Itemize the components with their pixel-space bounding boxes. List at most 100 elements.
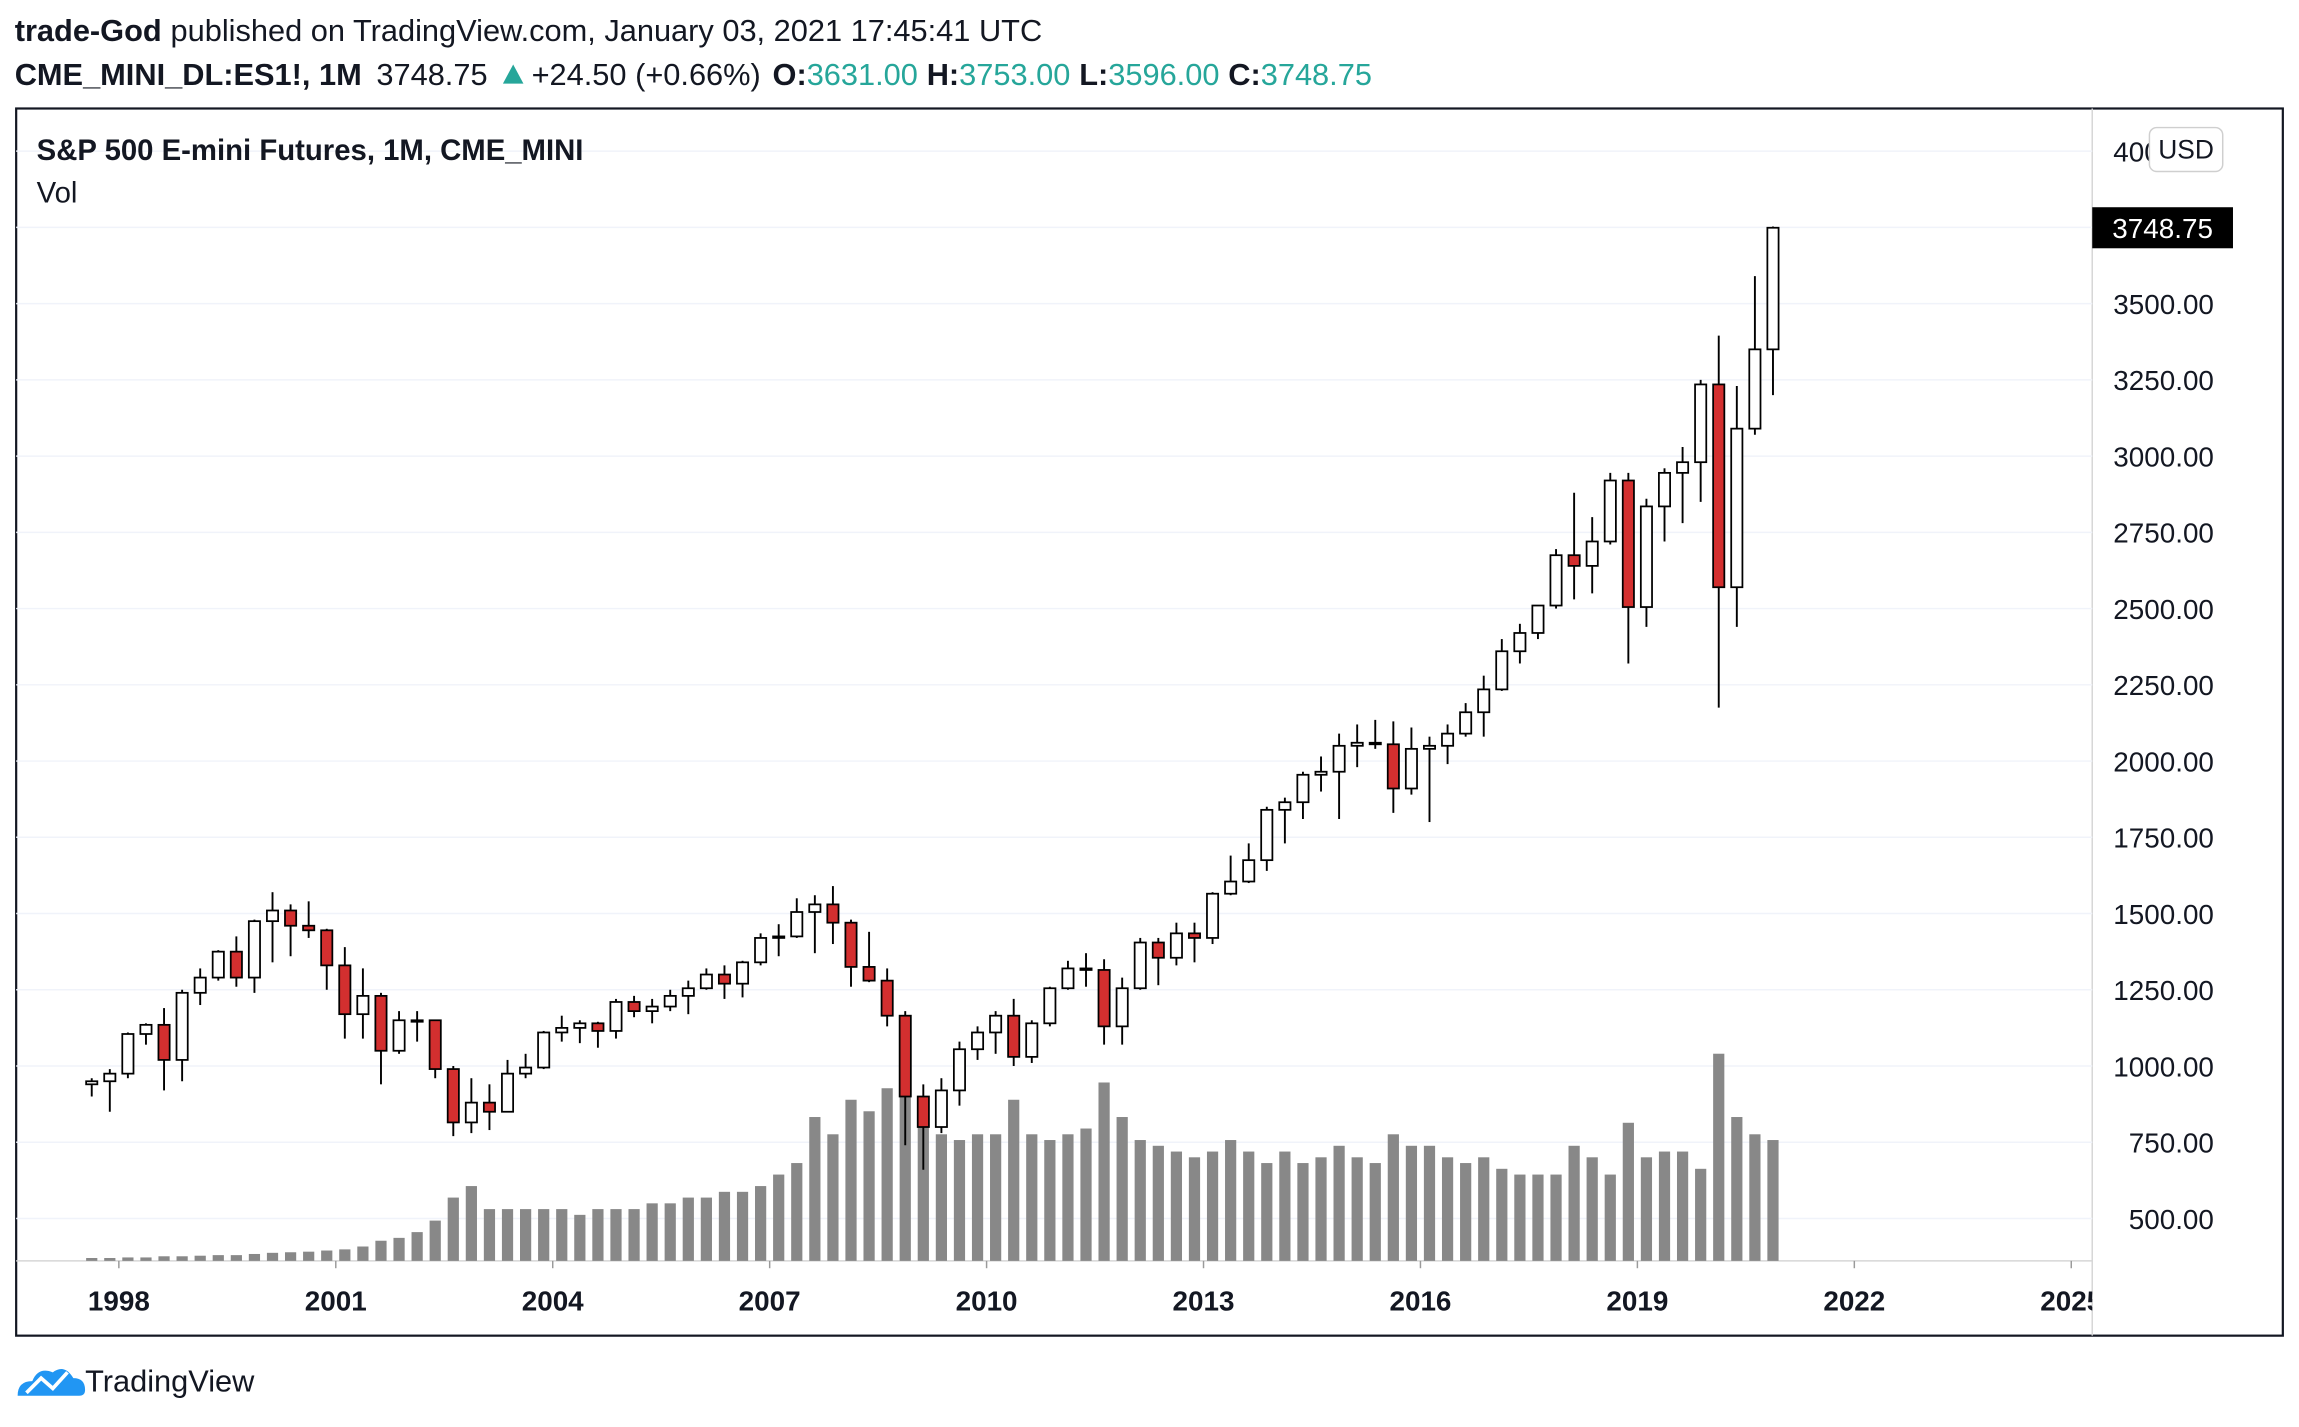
candle-body xyxy=(1332,744,1346,773)
y-tick-label: 2750.00 xyxy=(2113,518,2214,549)
volume-bar xyxy=(321,1250,333,1261)
volume-bar xyxy=(990,1134,1002,1261)
candle-body xyxy=(247,920,261,979)
candle-body xyxy=(320,929,334,967)
candle-body xyxy=(1621,479,1635,608)
currency-label[interactable]: USD xyxy=(2158,134,2214,164)
candle-body xyxy=(410,1019,424,1023)
volume-bar xyxy=(411,1232,423,1261)
volume-bar xyxy=(1044,1140,1056,1261)
x-tick-label: 2004 xyxy=(522,1286,584,1317)
volume-bar xyxy=(1261,1163,1273,1261)
volume-bar xyxy=(230,1255,242,1261)
candle-body xyxy=(157,1023,171,1061)
currency-button[interactable] xyxy=(2148,126,2224,173)
candle-body xyxy=(1730,427,1744,589)
candle-body xyxy=(1079,967,1093,971)
volume-bar xyxy=(1333,1145,1345,1261)
candle-body xyxy=(844,921,858,968)
candles xyxy=(85,226,1780,1170)
y-tick-label: 3250.00 xyxy=(2113,365,2214,396)
volume-bar xyxy=(1297,1163,1309,1261)
volume-bar xyxy=(375,1240,387,1261)
candle-body xyxy=(1206,892,1220,939)
candle-body xyxy=(645,1005,659,1013)
volume-bar xyxy=(122,1257,134,1261)
volume-bar xyxy=(1568,1145,1580,1261)
candle-body xyxy=(934,1089,948,1128)
candle-body xyxy=(591,1022,605,1032)
volume-bar xyxy=(1170,1151,1183,1261)
close-value: 3748.75 xyxy=(1261,57,1372,92)
volume-bar xyxy=(592,1209,604,1261)
candle-body xyxy=(826,903,840,924)
candle-body xyxy=(374,994,388,1052)
candle-body xyxy=(627,1001,641,1013)
candle-body xyxy=(1260,808,1274,862)
candle-body xyxy=(1169,932,1183,959)
candle-body xyxy=(971,1031,985,1051)
volume-bar xyxy=(1315,1157,1327,1261)
high-value: 3753.00 xyxy=(959,57,1070,92)
candle-body xyxy=(446,1068,460,1124)
low-label: L: xyxy=(1079,57,1108,92)
volume-bar xyxy=(845,1099,857,1261)
x-tick-label: 2013 xyxy=(1173,1286,1235,1317)
last-price: 3748.75 xyxy=(2092,207,2233,249)
volume-bar xyxy=(755,1186,767,1261)
volume-bar xyxy=(1640,1157,1653,1261)
candle-body xyxy=(1495,650,1509,691)
candle-body xyxy=(1748,348,1762,430)
volume-bar xyxy=(1604,1174,1616,1261)
candle-body xyxy=(266,909,279,923)
y-tick-label: 1000.00 xyxy=(2113,1051,2214,1082)
chart-title: S&P 500 E-mini Futures, 1M, CME_MINI xyxy=(37,134,584,167)
candle-body xyxy=(1097,969,1111,1028)
candle-body xyxy=(1350,741,1364,747)
volume-bar xyxy=(1080,1128,1092,1261)
candle-body xyxy=(537,1031,551,1069)
logo-cloud xyxy=(17,1369,86,1396)
volume-bar xyxy=(1351,1157,1363,1261)
header-line-2: CME_MINI_DL:ES1!, 1M 3748.75 +24.50 (+0.66… xyxy=(15,57,1372,92)
volume-bar xyxy=(1026,1134,1038,1261)
volume-bar xyxy=(1134,1140,1146,1261)
volume-bar xyxy=(1731,1117,1743,1261)
x-tick-label: 2022 xyxy=(1823,1286,1885,1317)
candle-body xyxy=(916,1095,930,1128)
candle-body xyxy=(1423,744,1436,750)
volume-pane xyxy=(86,1053,1779,1261)
volume-bar xyxy=(1098,1082,1110,1261)
volume-bar xyxy=(212,1255,224,1261)
candle-body xyxy=(1043,987,1057,1025)
volume-bar xyxy=(1423,1145,1436,1261)
candle-body xyxy=(663,994,677,1008)
volume-bar xyxy=(303,1251,315,1261)
high-label: H: xyxy=(927,57,959,92)
volume-bar xyxy=(1460,1163,1472,1261)
volume-bar xyxy=(1279,1151,1291,1261)
y-tick-label: 2500.00 xyxy=(2113,594,2214,625)
volume-bar xyxy=(1369,1163,1381,1261)
candle-body xyxy=(1007,1014,1021,1058)
candle-body xyxy=(428,1019,442,1070)
footer-logo xyxy=(17,1369,86,1396)
candle-body xyxy=(139,1023,153,1035)
volume-bar xyxy=(863,1111,875,1261)
time-axis: 1998 2001 2004 2007 2010 2013 2016 2019 2022 2025 xyxy=(88,1260,2092,1317)
candle-body xyxy=(338,964,352,1016)
volume-bar xyxy=(429,1220,441,1261)
candle-body xyxy=(1766,226,1780,351)
volume-bar xyxy=(538,1209,550,1261)
chart-frame xyxy=(15,107,2284,1337)
candle-body xyxy=(501,1072,515,1113)
candle-body xyxy=(555,1027,569,1034)
close-label: C: xyxy=(1228,57,1260,92)
logo-line xyxy=(25,1371,69,1395)
x-tick-label: 2019 xyxy=(1606,1286,1668,1317)
volume-bar xyxy=(1062,1134,1074,1261)
candle-body xyxy=(699,973,713,990)
candle-body xyxy=(1151,941,1165,959)
candle-body xyxy=(284,909,298,927)
